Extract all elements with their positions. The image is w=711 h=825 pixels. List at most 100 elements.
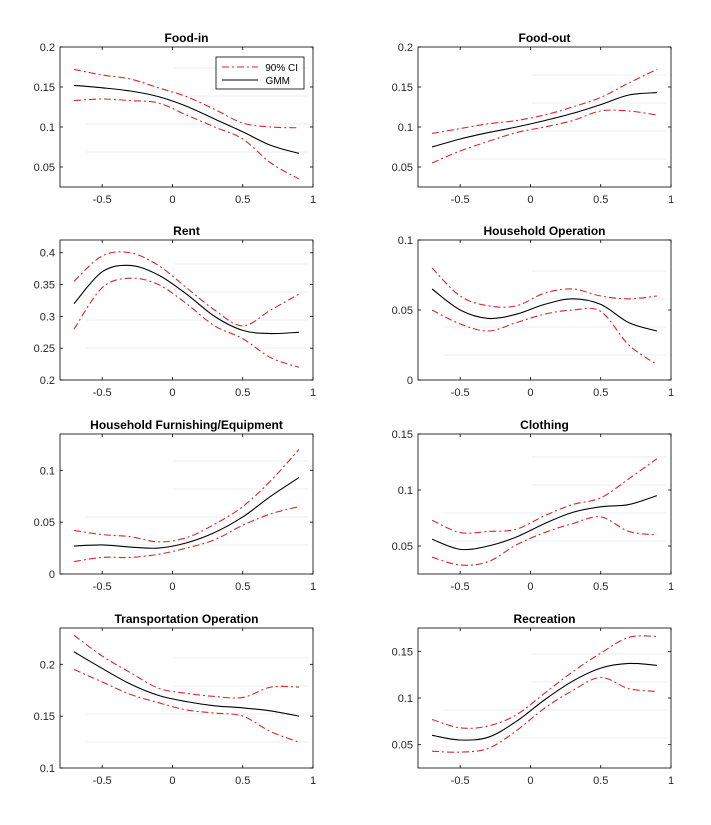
x-tick-label: 1 — [310, 775, 316, 787]
axes-box — [417, 627, 672, 769]
y-tick-label: 0.05 — [392, 740, 413, 752]
x-tick-label: 1 — [310, 387, 316, 399]
chart-panel-5: Household Furnishing/Equipment -0.5 0 0.5 1 0… — [34, 418, 316, 593]
legend-box — [215, 56, 305, 90]
x-tick-label: -0.5 — [93, 581, 112, 593]
x-tick-label: 0 — [169, 775, 175, 787]
axes-box — [417, 239, 672, 381]
ci-upper-line — [73, 251, 300, 327]
y-tick-label: 0.1 — [398, 485, 413, 497]
y-tick-label: 0.2 — [40, 375, 55, 387]
y-tick-label: 0.1 — [40, 122, 55, 134]
y-tick-label: 0.05 — [34, 162, 55, 174]
x-tick-label: 0.5 — [235, 775, 250, 787]
y-tick-label: 0.05 — [392, 162, 413, 174]
chart-title: Transportation Operation — [114, 612, 258, 626]
chart-title: Recreation — [513, 612, 575, 626]
ci-upper-line — [431, 267, 657, 308]
legend-ci-label: 90% CI — [265, 63, 298, 74]
x-tick-label: -0.5 — [93, 387, 112, 399]
ci-upper-line — [431, 68, 658, 134]
ci-lower-line — [73, 277, 300, 368]
axes-box — [417, 433, 672, 575]
y-tick-label: 0.25 — [34, 343, 55, 355]
x-tick-label: -0.5 — [451, 775, 470, 787]
y-tick-label: 0.2 — [40, 42, 55, 54]
x-tick-label: 1 — [310, 194, 316, 206]
x-tick-label: 1 — [668, 581, 674, 593]
x-tick-label: 0.5 — [593, 775, 608, 787]
x-tick-label: 0.5 — [593, 581, 608, 593]
x-tick-label: 1 — [668, 775, 674, 787]
x-tick-label: -0.5 — [93, 194, 112, 206]
x-tick-label: 1 — [668, 194, 674, 206]
series-line-gmm — [74, 84, 300, 154]
ci-lower-line — [73, 668, 300, 743]
series-line-gmm — [73, 651, 300, 717]
x-tick-label: 0 — [527, 387, 533, 399]
chart-panel-2: Food-out -0.5 0 0.5 1 0.05 0.1 0.15 0.2 — [392, 31, 674, 206]
ci-lower-line — [432, 676, 657, 753]
y-tick-label: 0.15 — [392, 82, 413, 94]
x-tick-label: 1 — [310, 581, 316, 593]
y-tick-label: 0.1 — [398, 693, 413, 705]
chart-panel-3: Rent -0.5 0 0.5 1 0.2 0.25 0.3 0.35 0.4 — [34, 224, 316, 399]
ci-lower-line — [431, 516, 658, 566]
axes-box — [59, 239, 314, 381]
y-tick-label: 0.1 — [398, 235, 413, 247]
y-tick-label: 0.35 — [34, 280, 55, 292]
axes-box — [59, 46, 314, 188]
axes-box — [417, 46, 672, 188]
ci-upper-line — [73, 634, 299, 699]
x-tick-label: 0 — [527, 581, 533, 593]
series-line-gmm — [431, 288, 658, 332]
chart-panel-1: Food-in -0.5 0 0.5 1 0.05 0.1 0.15 0.2 90% CI GMM — [34, 31, 316, 206]
ci-lower-line — [431, 307, 658, 366]
y-tick-label: 0 — [407, 375, 413, 387]
y-tick-label: 0.2 — [40, 659, 55, 671]
x-tick-label: -0.5 — [451, 581, 470, 593]
ci-lower-line — [74, 98, 300, 180]
x-tick-label: -0.5 — [451, 194, 470, 206]
y-tick-label: 0.1 — [40, 465, 55, 477]
y-tick-label: 0.15 — [34, 711, 55, 723]
x-tick-label: 0 — [169, 581, 175, 593]
y-tick-label: 0.2 — [398, 42, 413, 54]
legend-gmm-label: GMM — [266, 76, 290, 87]
axes-box — [59, 433, 314, 575]
chart-panel-7: Transportation Operation -0.5 0 0.5 1 0.1 0.15… — [34, 612, 316, 787]
chart-title: Food-out — [519, 31, 571, 45]
x-tick-label: 0.5 — [235, 387, 250, 399]
series-line-gmm — [74, 477, 300, 549]
ci-lower-line — [73, 506, 300, 563]
y-tick-label: 0 — [49, 569, 55, 581]
chart-title: Clothing — [520, 418, 569, 432]
ci-upper-line — [73, 449, 300, 543]
chart-title: Rent — [173, 224, 200, 238]
y-tick-label: 0.05 — [392, 305, 413, 317]
ci-upper-line — [431, 635, 657, 729]
x-tick-label: 0 — [169, 387, 175, 399]
chart-panel-6: Clothing -0.5 0 0.5 1 0.05 0.1 0.15 — [392, 418, 674, 593]
x-tick-label: 0.5 — [235, 194, 250, 206]
x-tick-label: 0 — [169, 194, 175, 206]
y-tick-label: 0.15 — [392, 429, 413, 441]
x-tick-label: 1 — [668, 387, 674, 399]
series-line-gmm — [431, 495, 658, 551]
ci-lower-line — [431, 109, 658, 164]
y-tick-label: 0.1 — [40, 763, 55, 775]
y-tick-label: 0.05 — [392, 541, 413, 553]
y-tick-label: 0.4 — [40, 248, 55, 260]
chart-title: Household Operation — [483, 224, 605, 238]
ci-upper-line — [431, 458, 658, 534]
x-tick-label: 0 — [527, 194, 533, 206]
axes-box — [59, 627, 314, 769]
ci-upper-line — [73, 68, 299, 129]
y-tick-label: 0.15 — [34, 82, 55, 94]
chart-panel-4: Household Operation -0.5 0 0.5 1 0 0.05 0.1 — [392, 224, 674, 399]
y-tick-label: 0.1 — [398, 122, 413, 134]
series-line-gmm — [431, 92, 657, 148]
chart-title: Food-in — [165, 31, 209, 45]
x-tick-label: -0.5 — [93, 775, 112, 787]
